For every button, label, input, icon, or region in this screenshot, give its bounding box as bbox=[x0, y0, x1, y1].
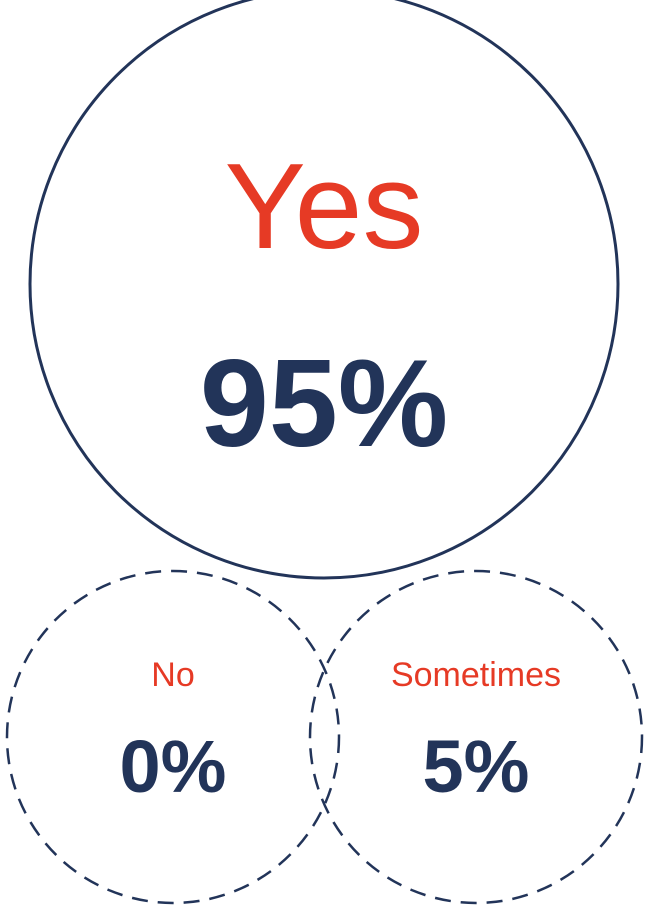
bubble-sometimes-value: 5% bbox=[423, 725, 530, 808]
bubble-sometimes: Sometimes 5% bbox=[308, 569, 644, 905]
bubble-no-circle bbox=[5, 569, 341, 905]
bubble-no-label: No bbox=[151, 656, 194, 694]
bubble-no-value: 0% bbox=[120, 725, 227, 808]
bubble-yes: Yes 95% bbox=[28, 0, 620, 580]
bubble-sometimes-label: Sometimes bbox=[391, 656, 561, 694]
bubble-sometimes-circle bbox=[308, 569, 644, 905]
bubble-yes-value: 95% bbox=[200, 335, 448, 473]
bubble-no: No 0% bbox=[5, 569, 341, 905]
bubble-yes-label: Yes bbox=[224, 138, 423, 274]
bubble-yes-circle bbox=[28, 0, 620, 580]
